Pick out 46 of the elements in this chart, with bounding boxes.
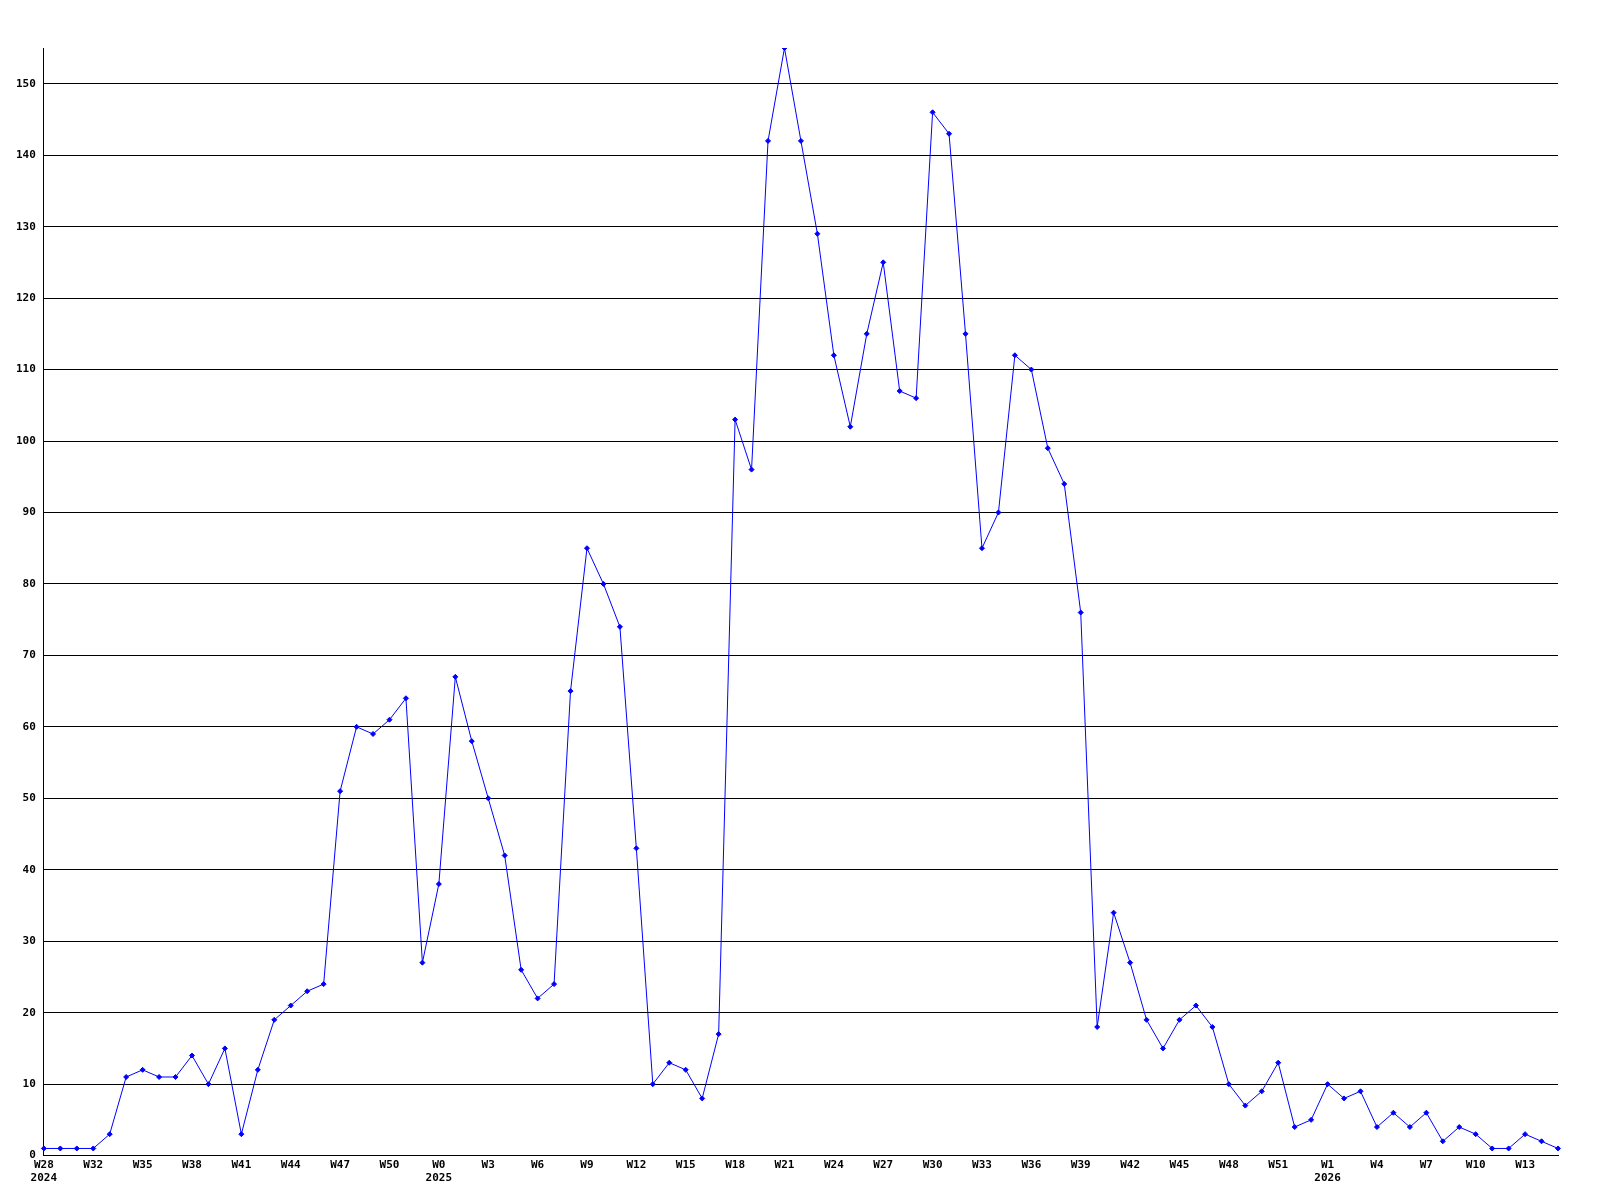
y-tick-label: 150 xyxy=(15,76,36,90)
x-tick-label: W1 2026 xyxy=(1314,1158,1342,1185)
x-tick-label: W7 xyxy=(1419,1158,1433,1172)
x-tick-label: W13 xyxy=(1515,1158,1536,1172)
x-tick-label: W50 xyxy=(379,1158,400,1172)
y-tick-label: 120 xyxy=(15,290,36,304)
x-tick-label: W0 2025 xyxy=(425,1158,453,1185)
x-tick-label: W4 xyxy=(1370,1158,1384,1172)
x-tick-label: W33 xyxy=(972,1158,992,1172)
y-tick-label: 110 xyxy=(15,362,36,376)
x-tick-label: W35 xyxy=(132,1158,153,1172)
x-tick-label: W12 xyxy=(626,1158,647,1172)
x-tick-label: W39 xyxy=(1070,1158,1091,1172)
y-tick-label: 70 xyxy=(22,648,36,662)
x-tick-label: W47 xyxy=(330,1158,351,1172)
y-tick-label: 60 xyxy=(22,719,36,733)
y-tick-label: 130 xyxy=(15,219,36,233)
x-tick-label: W30 xyxy=(922,1158,943,1172)
x-tick-label: W9 xyxy=(580,1158,594,1172)
x-tick-label: W41 xyxy=(231,1158,252,1172)
x-tick-label: W18 xyxy=(725,1158,746,1172)
y-tick-label: 100 xyxy=(15,433,36,447)
x-tick-label: W44 xyxy=(280,1158,302,1172)
y-tick-label: 20 xyxy=(22,1005,36,1019)
x-tick-label: W48 xyxy=(1218,1158,1239,1172)
x-tick-label: W24 xyxy=(823,1158,845,1172)
x-tick-label: W27 xyxy=(873,1158,894,1172)
x-tick-label: W42 xyxy=(1120,1158,1141,1172)
x-tick-label: W28 2024 xyxy=(30,1158,58,1185)
x-tick-label: W15 xyxy=(675,1158,696,1172)
x-tick-label: W38 xyxy=(182,1158,202,1172)
y-tick-label: 90 xyxy=(22,505,36,519)
x-tick-label: W6 xyxy=(530,1158,545,1172)
y-tick-label: 140 xyxy=(15,148,36,162)
x-tick-label: W32 xyxy=(83,1158,104,1172)
y-tick-label: 10 xyxy=(22,1077,36,1090)
x-tick-label: W51 xyxy=(1268,1158,1289,1172)
x-tick-label: W45 xyxy=(1169,1158,1190,1172)
x-tick-label: W21 xyxy=(774,1158,795,1172)
x-tick-label: W10 xyxy=(1465,1158,1486,1172)
y-tick-label: 50 xyxy=(22,791,36,805)
x-tick-label: W36 xyxy=(1021,1158,1042,1172)
y-tick-label: 40 xyxy=(22,862,36,876)
y-tick-label: 80 xyxy=(22,576,36,590)
x-tick-label: W3 xyxy=(481,1158,495,1172)
y-tick-label: 30 xyxy=(22,934,36,948)
